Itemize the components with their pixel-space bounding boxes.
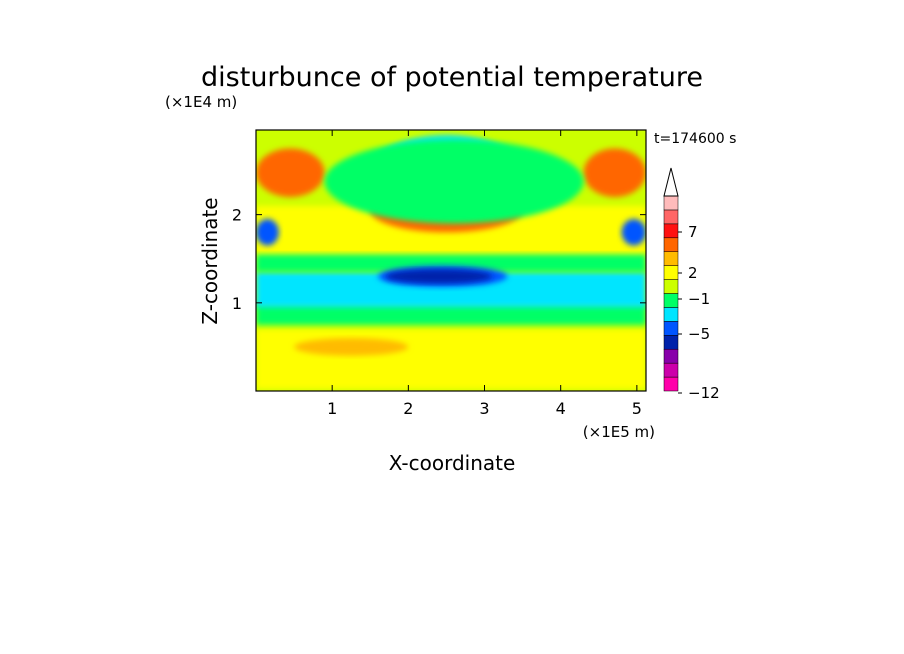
colorbar-label: −12 [688, 384, 720, 402]
x-axis-label: X-coordinate [389, 451, 516, 475]
colorbar-level [663, 251, 679, 266]
x-scale-label: (×1E5 m) [583, 423, 655, 441]
colorbar-label: −5 [688, 325, 710, 343]
contour-field [256, 130, 646, 391]
colorbar-level [663, 307, 679, 322]
colorbar-level [663, 348, 679, 364]
colorbar-level [663, 223, 679, 239]
colorbar-level [663, 195, 679, 211]
colorbar-level [663, 279, 679, 294]
x-tick-label: 5 [632, 399, 642, 418]
field-lower-yellow-layer [256, 329, 646, 390]
x-axis: 1 2 3 4 5 [327, 130, 642, 418]
x-tick-label: 1 [327, 399, 337, 418]
colorbar-level [663, 293, 679, 308]
colorbar-label: 7 [688, 223, 698, 241]
x-tick-label: 4 [556, 399, 566, 418]
y-tick-label: 1 [232, 294, 242, 313]
colorbar-label: 2 [688, 264, 698, 282]
field-lower-orange-patch [294, 338, 409, 356]
y-scale-label: (×1E4 m) [165, 93, 237, 111]
y-axis-label: Z-coordinate [198, 197, 222, 324]
x-tick-label: 2 [403, 399, 413, 418]
colorbar-level [663, 362, 679, 378]
chart-title: disturbunce of potential temperature [201, 62, 703, 93]
field-right-blue-eddy [621, 219, 646, 246]
field-green-band-low [256, 302, 646, 325]
colorbar-level [663, 237, 679, 252]
colorbar-level [663, 209, 679, 225]
field-upper-green-arch [324, 139, 584, 224]
y-axis: 12 [232, 206, 646, 313]
colorbar-level [663, 321, 679, 336]
field-dark-blue-trough [385, 269, 493, 284]
colorbar-level [663, 376, 679, 392]
field-left-orange-top [256, 148, 325, 198]
y-tick-label: 2 [232, 206, 242, 225]
time-label: t=174600 s [654, 131, 736, 147]
colorbar: 7 2 −1 −5 −12 [663, 167, 720, 402]
x-tick-label: 3 [479, 399, 489, 418]
field-green-band-high [256, 254, 646, 272]
plot-frame [255, 129, 647, 392]
field-left-blue-eddy [256, 219, 279, 246]
colorbar-extend-triangle [663, 167, 679, 197]
field-right-orange-top [583, 148, 646, 198]
colorbar-level [663, 265, 679, 280]
colorbar-level [663, 335, 679, 350]
colorbar-label: −1 [688, 290, 710, 308]
